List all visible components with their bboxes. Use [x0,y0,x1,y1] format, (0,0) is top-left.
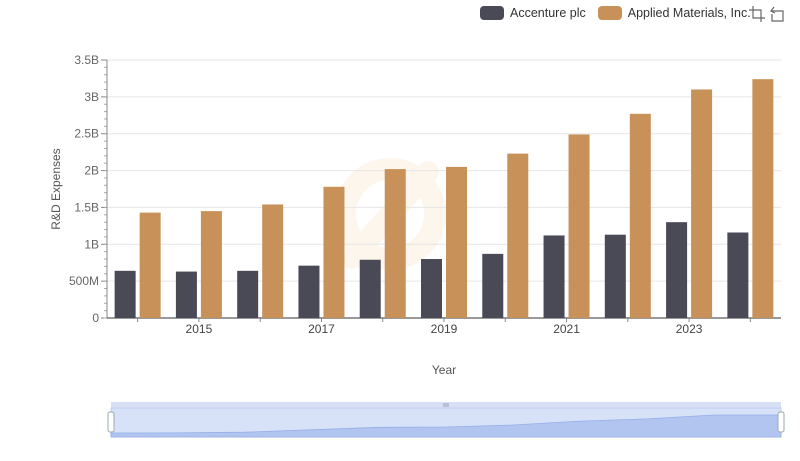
x-tick-label: 2023 [676,322,703,336]
x-tick-label: 2015 [186,322,213,336]
toolbox [746,5,786,23]
y-tick-label: 1.5B [74,200,99,214]
bar-accenture-2022 [604,234,626,318]
restore-icon[interactable] [768,5,786,23]
datazoom-handle-left[interactable] [107,411,115,433]
legend-item-accenture[interactable]: Accenture plc [480,6,586,20]
y-tick-label: 0 [92,311,99,325]
bar-accenture-2024 [727,232,749,318]
bar-applied-materials-2021 [568,134,590,318]
bar-applied-materials-2017 [323,186,345,318]
bar-applied-materials-2020 [507,153,529,318]
legend-label-applied-materials: Applied Materials, Inc. [627,6,751,20]
bar-accenture-2015 [175,271,197,318]
x-axis-title: Year [431,363,457,377]
bar-accenture-2021 [543,235,565,318]
datazoom-handle-right[interactable] [777,411,785,433]
bar-accenture-2017 [298,265,320,318]
x-tick-label: 2021 [553,322,580,336]
bar-applied-materials-2023 [691,89,713,318]
y-tick-label: 2B [84,164,99,178]
y-tick-label: 500M [69,274,99,288]
bar-applied-materials-2014 [139,212,161,318]
bar-accenture-2018 [359,259,381,318]
bar-applied-materials-2019 [446,166,467,318]
legend: Accenture plc Applied Materials, Inc. [480,4,763,22]
bar-accenture-2016 [237,270,259,318]
datazoom-drag-grip[interactable] [443,403,449,407]
bar-accenture-2020 [482,253,504,318]
legend-label-accenture: Accenture plc [510,6,586,20]
bar-applied-materials-2018 [384,169,406,318]
y-tick-label: 3.5B [74,53,99,67]
zoom-icon[interactable] [748,5,766,23]
legend-swatch-applied-materials [597,6,622,20]
datazoom-preview [110,414,782,438]
bar-applied-materials-2024 [752,79,774,318]
y-tick-label: 3B [84,90,99,104]
bar-applied-materials-2015 [200,211,222,318]
bar-applied-materials-2022 [629,113,651,318]
legend-item-applied-materials[interactable]: Applied Materials, Inc. [597,6,751,20]
bar-accenture-2019 [421,259,442,318]
y-tick-label: 2.5B [74,127,99,141]
x-tick-label: 2017 [308,322,335,336]
bar-accenture-2023 [666,222,688,318]
legend-swatch-accenture [480,6,504,20]
x-tick-label: 2019 [431,322,458,336]
datazoom-selection[interactable] [111,408,781,437]
bar-accenture-2014 [114,270,136,318]
bar-applied-materials-2016 [262,204,284,318]
y-tick-label: 1B [84,237,99,251]
